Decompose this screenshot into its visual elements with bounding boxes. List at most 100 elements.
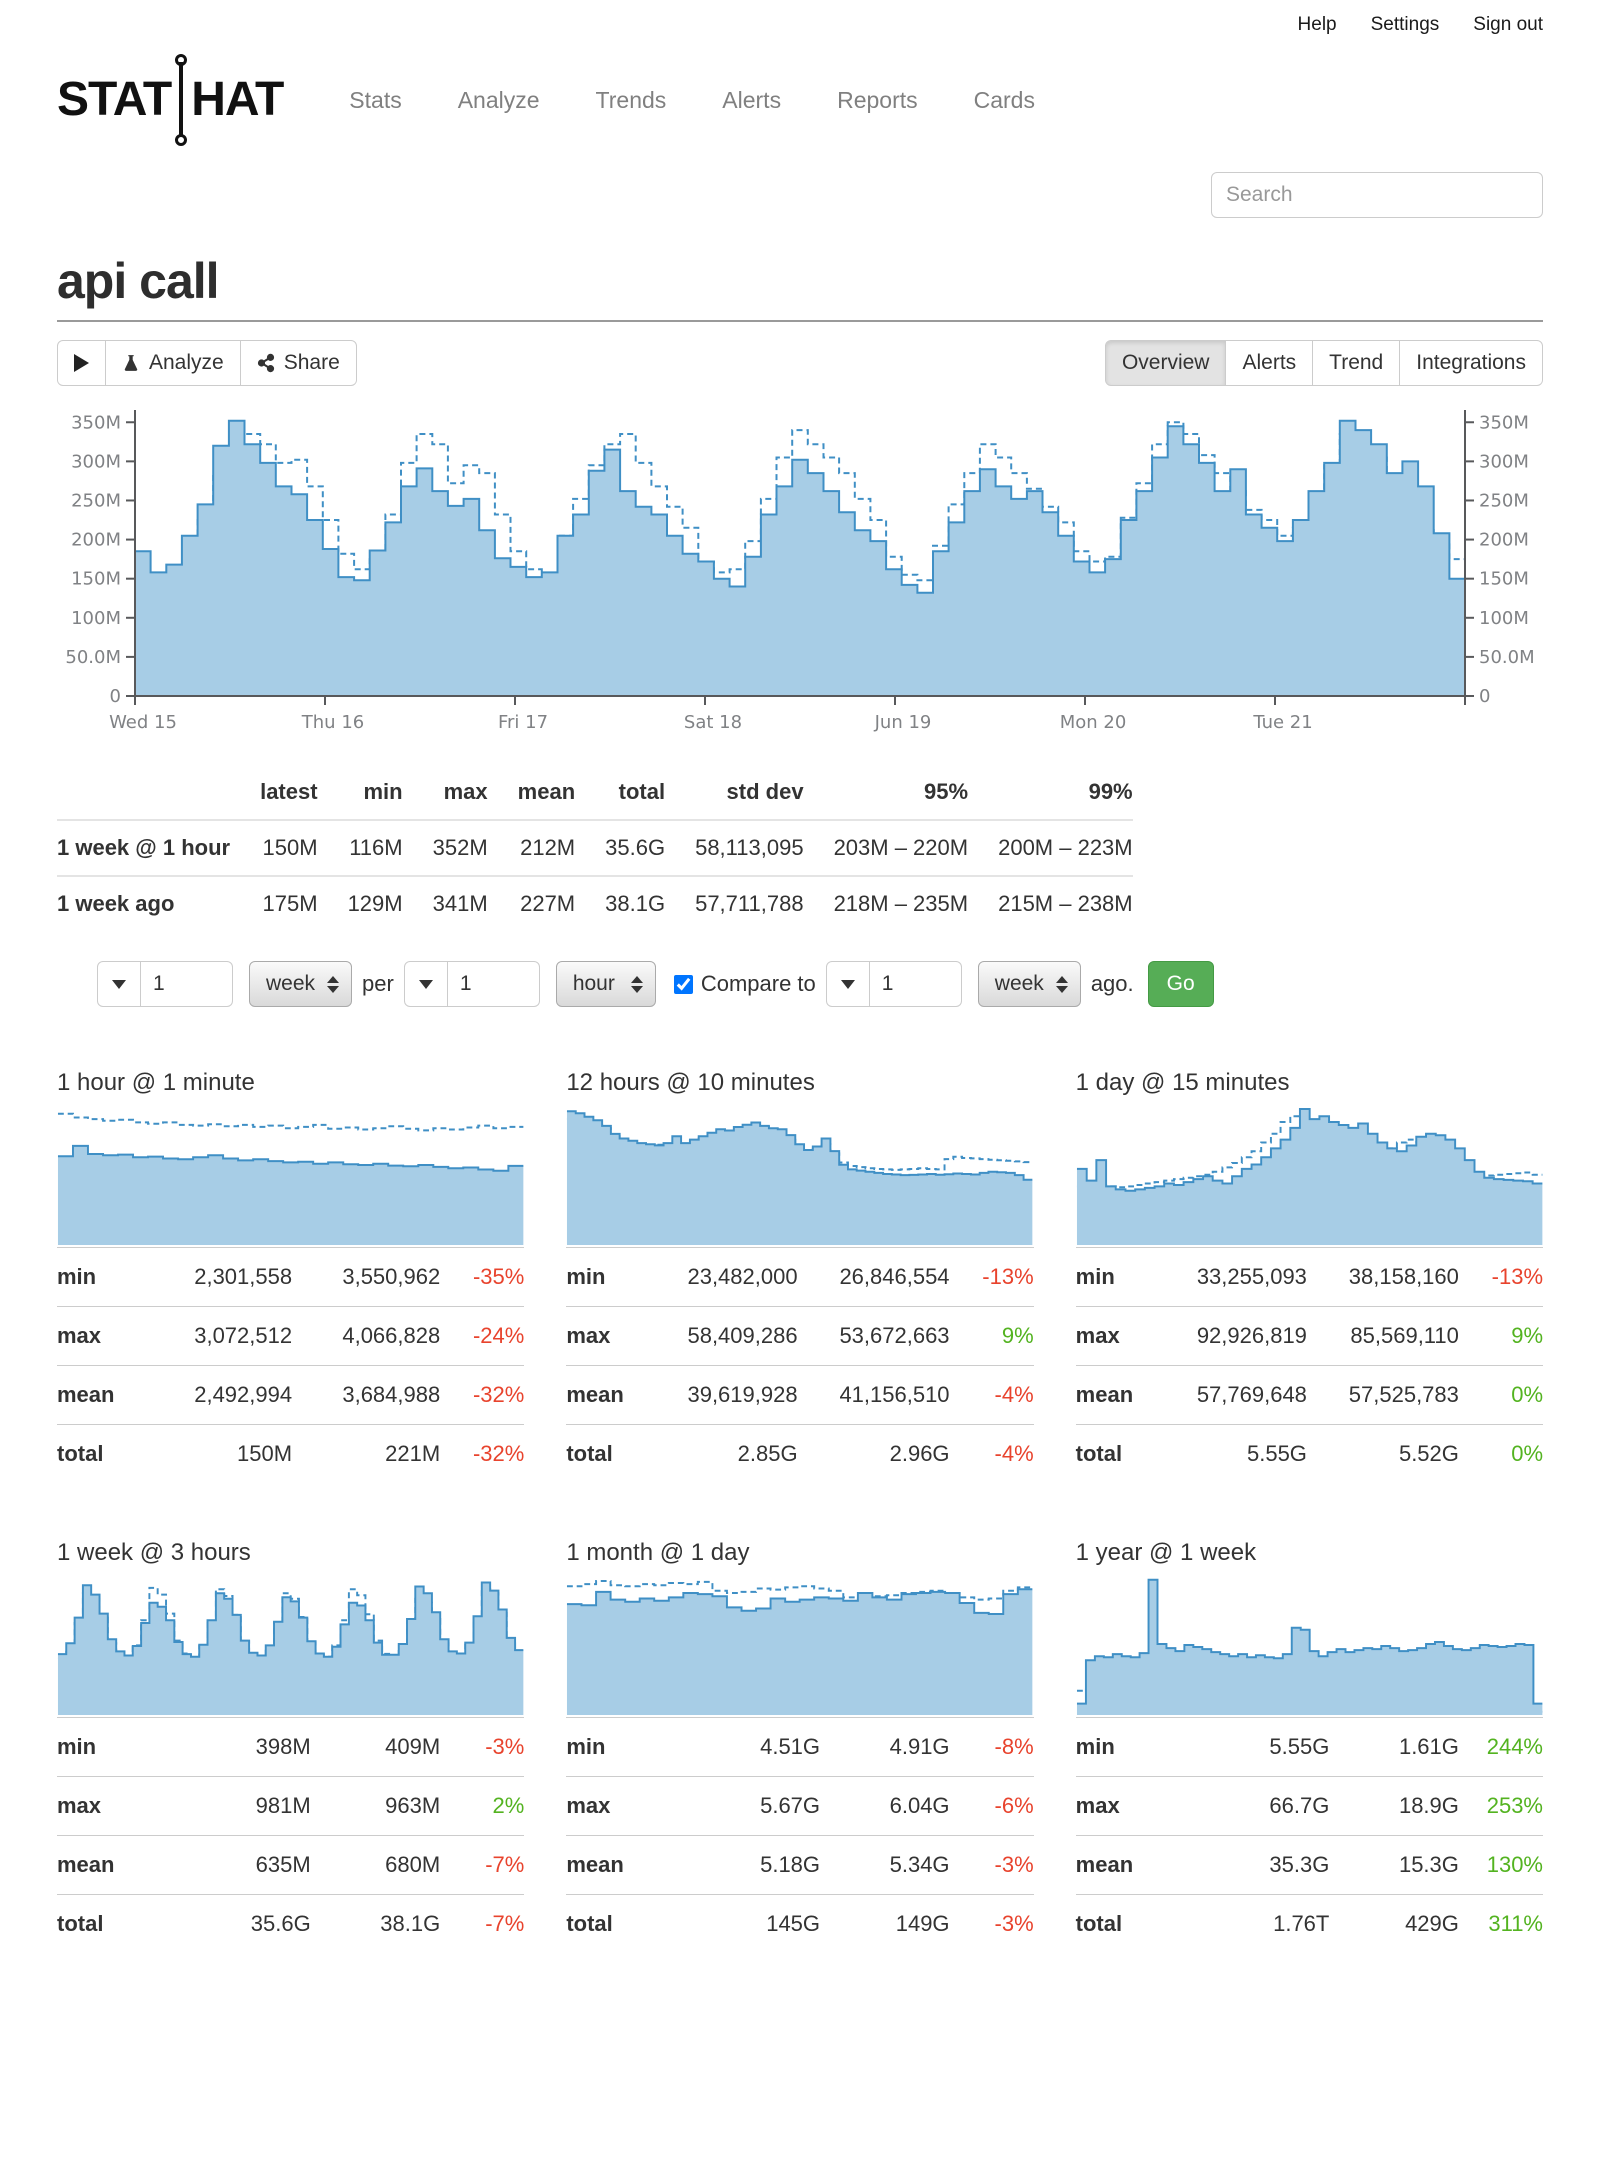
current-value: 145G: [690, 1894, 821, 1953]
svg-text:Sat 18: Sat 18: [684, 712, 742, 733]
analyze-button[interactable]: Analyze: [105, 340, 241, 386]
col-mean: mean: [517, 779, 576, 804]
tab-integrations[interactable]: Integrations: [1399, 340, 1543, 386]
col-stddev: std dev: [726, 779, 804, 804]
previous-value: 5.52G: [1306, 1424, 1459, 1483]
signout-link[interactable]: Sign out: [1473, 14, 1543, 35]
settings-link[interactable]: Settings: [1370, 14, 1440, 35]
compare-value-input[interactable]: [869, 961, 962, 1007]
help-link[interactable]: Help: [1297, 14, 1337, 35]
tab-overview[interactable]: Overview: [1104, 340, 1227, 386]
current-value: 2.85G: [645, 1424, 798, 1483]
mini-chart-svg: [57, 1112, 524, 1245]
delta-percent: 130%: [1458, 1835, 1543, 1895]
nav-analyze[interactable]: Analyze: [457, 86, 540, 113]
mini-section-title: 1 hour @ 1 minute: [57, 1069, 255, 1096]
table-row: min 2,301,558 3,550,962 -35%: [57, 1247, 525, 1307]
current-value: 66.7G: [1199, 1776, 1330, 1836]
svg-text:200M: 200M: [1479, 530, 1529, 551]
col-min: min: [363, 779, 403, 804]
period-unit-select[interactable]: week: [249, 961, 353, 1007]
mini-chart-svg: [57, 1581, 524, 1715]
current-value: 1.76T: [1199, 1894, 1330, 1953]
col-95pct: 95%: [924, 779, 969, 804]
metric-label: mean: [566, 1365, 646, 1425]
compare-label-text: Compare to: [700, 971, 816, 996]
current-value: 92,926,819: [1154, 1306, 1307, 1366]
interval-value-input[interactable]: [447, 961, 540, 1007]
current-value: 635M: [181, 1835, 311, 1895]
table-row: 1 week ago 175M 129M 341M 227M 38.1G 57,…: [57, 876, 1133, 931]
mini-stats-table: min 33,255,093 38,158,160 -13% max 92,926,819…: [1075, 1247, 1543, 1483]
svg-text:150M: 150M: [1479, 569, 1529, 590]
current-value: 5.67G: [690, 1776, 821, 1836]
table-row: mean 2,492,994 3,684,988 -32%: [57, 1365, 525, 1425]
delta-percent: -4%: [949, 1424, 1034, 1483]
delta-percent: -6%: [949, 1776, 1034, 1836]
table-row: total 5.55G 5.52G 0%: [1075, 1424, 1543, 1483]
share-button[interactable]: Share: [239, 340, 357, 386]
svg-text:100M: 100M: [71, 608, 121, 629]
go-button[interactable]: Go: [1147, 961, 1214, 1007]
mini-section-title: 1 week @ 3 hours: [57, 1539, 251, 1566]
previous-value: 2.96G: [797, 1424, 950, 1483]
tab-trend[interactable]: Trend: [1312, 340, 1401, 386]
interval-unit-select[interactable]: hour: [555, 961, 656, 1007]
mini-section: 1 week @ 3 hours min 398M 409M -3% max 981M 963…: [57, 1539, 525, 1953]
mini-chart: [566, 1571, 1033, 1717]
play-button[interactable]: [57, 340, 106, 386]
compare-unit-select[interactable]: week: [977, 961, 1081, 1007]
delta-percent: -13%: [949, 1247, 1034, 1307]
interval-dropdown-button[interactable]: [403, 961, 448, 1007]
table-row: mean 57,769,648 57,525,783 0%: [1075, 1365, 1543, 1425]
svg-text:350M: 350M: [1479, 412, 1529, 433]
main-chart: 0 0 50.0M 50.0M 100M 100M 150M 150M 200M 200M 250M…: [57, 402, 1543, 739]
delta-percent: -4%: [949, 1365, 1034, 1425]
nav-cards[interactable]: Cards: [973, 86, 1035, 113]
previous-value: 5.34G: [820, 1835, 950, 1895]
table-row: min 4.51G 4.91G -8%: [566, 1717, 1034, 1777]
col-latest: latest: [260, 779, 318, 804]
previous-value: 221M: [292, 1424, 441, 1483]
timeframe-controls: week per hour Compare to week a: [97, 961, 1543, 1007]
nav-reports[interactable]: Reports: [837, 86, 918, 113]
delta-percent: -8%: [949, 1717, 1034, 1777]
nav-trends[interactable]: Trends: [595, 86, 667, 113]
period-value-input[interactable]: [141, 961, 233, 1007]
period-dropdown-button[interactable]: [97, 961, 141, 1007]
metric-label: total: [566, 1424, 646, 1483]
previous-value: 149G: [820, 1894, 950, 1953]
nav-stats[interactable]: Stats: [349, 86, 402, 113]
previous-value: 3,550,962: [292, 1247, 441, 1307]
metric-label: min: [57, 1717, 182, 1777]
stathat-logo[interactable]: STAT HAT: [57, 54, 284, 146]
tab-alerts[interactable]: Alerts: [1225, 340, 1314, 386]
mini-section: 1 month @ 1 day min 4.51G 4.91G -8% max 5.67G 6…: [566, 1539, 1034, 1953]
table-row: max 5.67G 6.04G -6%: [566, 1776, 1034, 1836]
delta-percent: 311%: [1458, 1894, 1543, 1953]
svg-text:300M: 300M: [71, 451, 121, 472]
delta-percent: -13%: [1458, 1247, 1543, 1307]
metric-label: total: [57, 1894, 182, 1953]
metric-label: min: [1075, 1717, 1200, 1777]
delta-percent: 244%: [1458, 1717, 1543, 1777]
delta-percent: 0%: [1458, 1424, 1543, 1483]
previous-value: 6.04G: [820, 1776, 950, 1836]
mini-chart-svg: [1076, 1578, 1543, 1715]
svg-text:50.0M: 50.0M: [65, 647, 121, 668]
delta-percent: 9%: [949, 1306, 1034, 1366]
delta-percent: -7%: [440, 1894, 525, 1953]
compare-checkbox[interactable]: [673, 974, 693, 994]
metric-label: mean: [1075, 1835, 1200, 1895]
nav-alerts[interactable]: Alerts: [722, 86, 782, 113]
search-row: [57, 172, 1543, 218]
per-label: per: [362, 971, 394, 996]
mini-chart: [57, 1101, 524, 1247]
search-input[interactable]: [1211, 172, 1543, 218]
svg-text:0: 0: [110, 686, 121, 707]
mini-chart-svg: [567, 1580, 1033, 1715]
timeframe-summaries: 1 hour @ 1 minute min 2,301,558 3,550,962 -3…: [57, 1069, 1543, 2013]
compare-dropdown-button[interactable]: [825, 961, 870, 1007]
delta-percent: 0%: [1458, 1365, 1543, 1425]
title-divider: [57, 320, 1543, 322]
